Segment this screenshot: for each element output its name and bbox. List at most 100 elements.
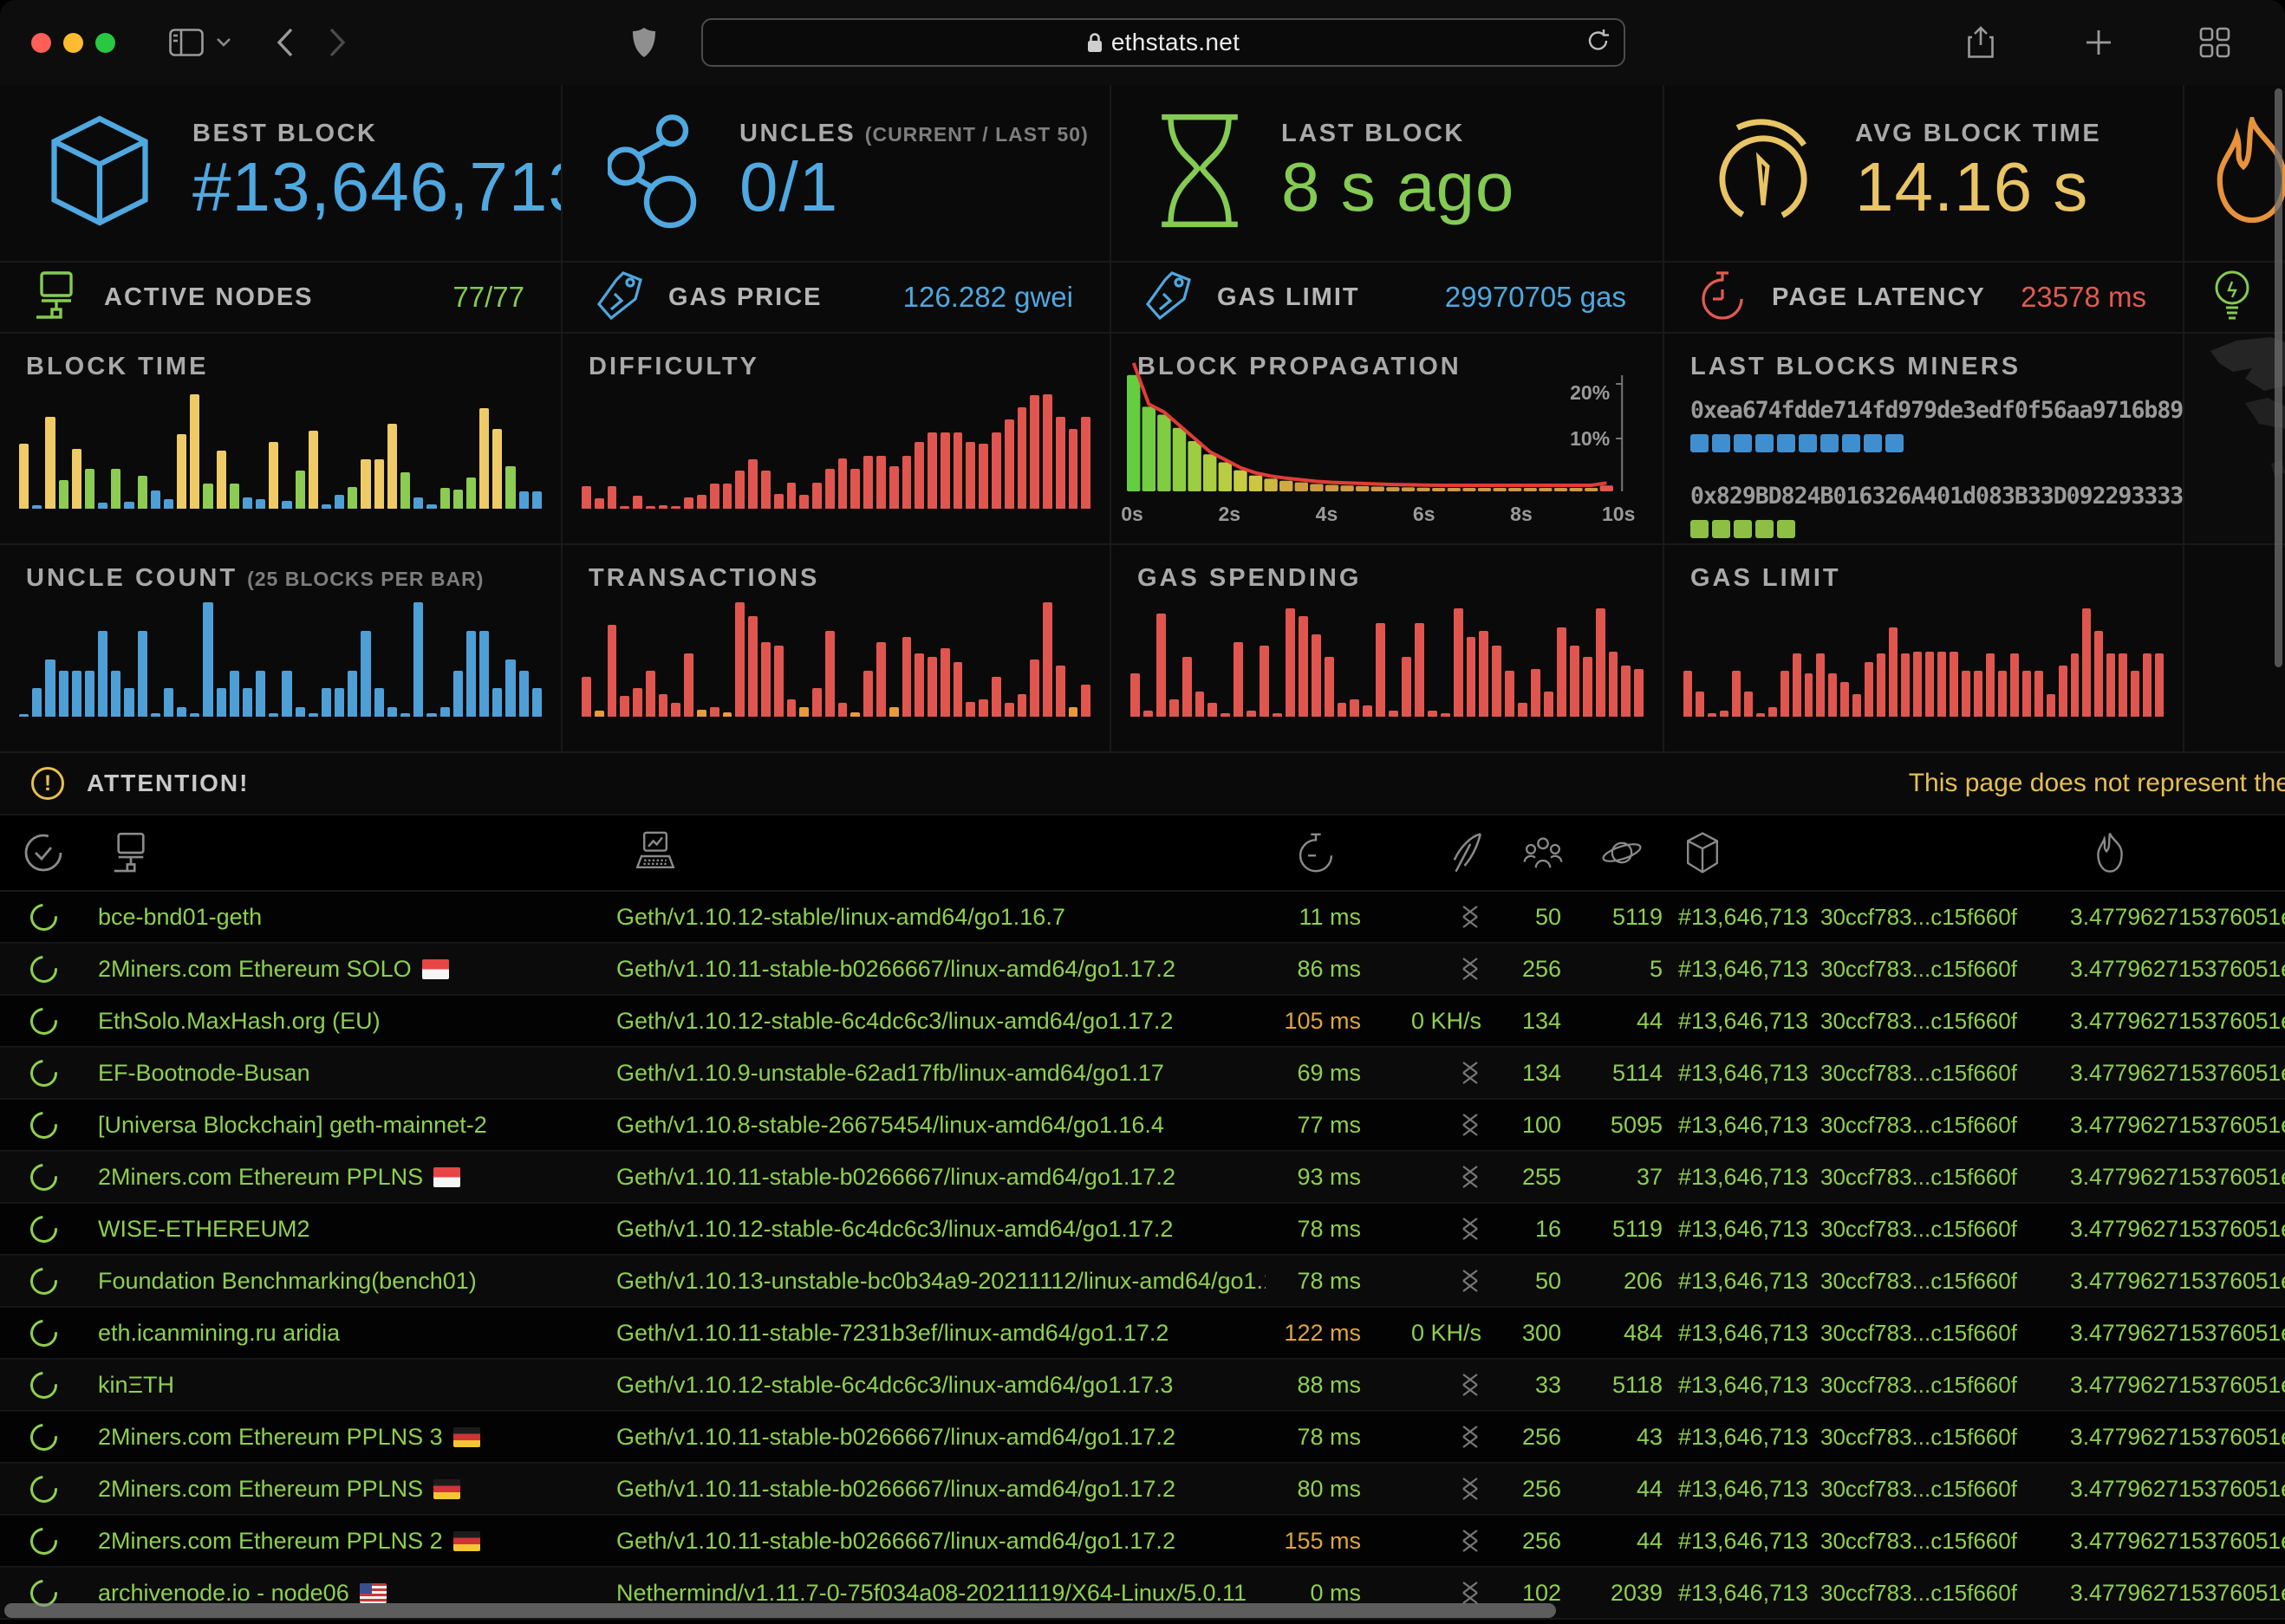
node-latency: 88 ms bbox=[1266, 1372, 1365, 1399]
hourglass-icon bbox=[1156, 113, 1243, 233]
bar bbox=[1069, 429, 1078, 509]
bar bbox=[825, 631, 835, 717]
bar bbox=[941, 648, 950, 717]
bar bbox=[151, 490, 160, 509]
svg-text:0s: 0s bbox=[1122, 503, 1143, 525]
node-name: 2Miners.com Ethereum PPLNS 2 bbox=[87, 1528, 607, 1555]
bar bbox=[646, 506, 655, 509]
bar bbox=[761, 471, 771, 509]
node-latency: 11 ms bbox=[1266, 904, 1365, 931]
node-mining: 0 KH/s bbox=[1365, 1008, 1495, 1035]
chevron-down-icon[interactable] bbox=[216, 37, 231, 48]
bar bbox=[426, 713, 436, 717]
bar bbox=[1998, 671, 2007, 717]
bar bbox=[774, 494, 784, 509]
table-row[interactable]: 2Miners.com Ethereum PPLNSGeth/v1.10.11-… bbox=[0, 1464, 2285, 1516]
bar bbox=[1081, 685, 1090, 717]
table-row[interactable]: bce-bnd01-gethGeth/v1.10.12-stable/linux… bbox=[0, 892, 2285, 944]
forward-button[interactable] bbox=[329, 28, 346, 57]
bar bbox=[1260, 646, 1269, 717]
bar bbox=[164, 688, 173, 717]
reload-icon[interactable] bbox=[1587, 29, 1610, 57]
node-mining bbox=[1365, 1216, 1495, 1242]
bar bbox=[1247, 711, 1256, 717]
sidebar-toggle-icon[interactable] bbox=[169, 29, 204, 56]
bar bbox=[876, 642, 886, 717]
uncles-label: UNCLES (CURRENT / LAST 50) bbox=[739, 120, 1089, 148]
table-row[interactable]: EthSolo.MaxHash.org (EU)Geth/v1.10.12-st… bbox=[0, 996, 2285, 1048]
uncles-icon bbox=[608, 113, 701, 233]
bar bbox=[1350, 699, 1359, 717]
bar bbox=[850, 712, 860, 717]
svg-text:6s: 6s bbox=[1413, 503, 1435, 525]
address-bar[interactable]: ethstats.net bbox=[701, 18, 1625, 67]
table-row[interactable]: EF-Bootnode-BusanGeth/v1.10.9-unstable-6… bbox=[0, 1048, 2285, 1100]
bar bbox=[413, 497, 423, 509]
share-icon[interactable] bbox=[1968, 26, 1994, 59]
table-row[interactable]: Foundation Benchmarking(bench01)Geth/v1.… bbox=[0, 1256, 2285, 1308]
horizontal-scrollbar[interactable] bbox=[4, 1603, 1556, 1618]
new-tab-icon[interactable] bbox=[2085, 29, 2112, 56]
table-row[interactable]: kinΞTHGeth/v1.10.12-stable-6c4dc6c3/linu… bbox=[0, 1360, 2285, 1412]
bar bbox=[309, 713, 318, 717]
node-info: Geth/v1.10.11-stable-b0266667/linux-amd6… bbox=[607, 1424, 1266, 1451]
node-latency: 0 ms bbox=[1266, 1580, 1365, 1607]
node-peers: 134 bbox=[1495, 1008, 1591, 1035]
node-name: 2Miners.com Ethereum PPLNS bbox=[87, 1476, 607, 1503]
node-block-hash: 30ccf783...c15f660f bbox=[1820, 1164, 2020, 1191]
node-name: EthSolo.MaxHash.org (EU) bbox=[87, 1008, 607, 1035]
bar bbox=[1531, 669, 1540, 717]
bar bbox=[111, 469, 120, 509]
avg-block-time-label: AVG BLOCK TIME bbox=[1855, 120, 2101, 148]
zoom-window-button[interactable] bbox=[95, 33, 115, 53]
gas-limit-card: GAS LIMIT 29970705 gas bbox=[1111, 263, 1664, 334]
node-total-difficulty: 3.477962715376051e+22 bbox=[2020, 956, 2285, 983]
miner-address[interactable]: 0xea674fdde714fd979de3edf0f56aa9716b898e… bbox=[1690, 397, 2184, 424]
table-row[interactable]: eth.icanmining.ru aridiaGeth/v1.10.11-st… bbox=[0, 1308, 2285, 1360]
table-row[interactable]: WISE-ETHEREUM2Geth/v1.10.12-stable-6c4dc… bbox=[0, 1204, 2285, 1256]
node-name: [Universa Blockchain] geth-mainnet-2 bbox=[87, 1112, 607, 1139]
node-pending: 2039 bbox=[1591, 1580, 1673, 1607]
privacy-shield-icon[interactable] bbox=[632, 27, 656, 58]
active-nodes-value: 77/77 bbox=[452, 281, 524, 314]
bar bbox=[519, 491, 529, 509]
bar bbox=[138, 476, 147, 509]
bar bbox=[1005, 419, 1014, 509]
table-row[interactable]: 2Miners.com Ethereum PPLNS 3Geth/v1.10.1… bbox=[0, 1412, 2285, 1464]
table-row[interactable]: 2Miners.com Ethereum PPLNSGeth/v1.10.11-… bbox=[0, 1152, 2285, 1204]
vertical-scrollbar[interactable] bbox=[2275, 88, 2282, 667]
bar bbox=[2106, 653, 2115, 717]
bar bbox=[1030, 659, 1039, 717]
node-latency: 105 ms bbox=[1266, 1008, 1365, 1035]
miner-address[interactable]: 0x829BD824B016326A401d083B33D092293333A8… bbox=[1690, 483, 2184, 510]
close-window-button[interactable] bbox=[31, 33, 51, 53]
bar bbox=[608, 625, 617, 717]
node-total-difficulty: 3.477962715376051e+22 bbox=[2020, 1476, 2285, 1503]
node-peers: 102 bbox=[1495, 1580, 1591, 1607]
flame-icon bbox=[2209, 117, 2285, 229]
bar bbox=[633, 688, 642, 717]
node-latency: 78 ms bbox=[1266, 1424, 1365, 1451]
table-row[interactable]: [Universa Blockchain] geth-mainnet-2Geth… bbox=[0, 1100, 2285, 1152]
bar bbox=[1081, 417, 1090, 509]
bar bbox=[1544, 692, 1553, 717]
back-button[interactable] bbox=[277, 28, 294, 57]
bar bbox=[2047, 694, 2055, 717]
node-peers: 33 bbox=[1495, 1372, 1591, 1399]
table-row[interactable]: 2Miners.com Ethereum SOLOGeth/v1.10.11-s… bbox=[0, 944, 2285, 996]
bar bbox=[426, 504, 436, 509]
bar bbox=[838, 703, 848, 717]
node-info: Geth/v1.10.11-stable-b0266667/linux-amd6… bbox=[607, 1528, 1266, 1555]
bar bbox=[269, 713, 278, 717]
us-flag-icon bbox=[360, 1583, 387, 1603]
tab-overview-icon[interactable] bbox=[2199, 27, 2230, 58]
minimize-window-button[interactable] bbox=[63, 33, 83, 53]
table-row[interactable]: 2Miners.com Ethereum PPLNS 2Geth/v1.10.1… bbox=[0, 1516, 2285, 1568]
block-time-panel: BLOCK TIME bbox=[0, 334, 563, 545]
node-last-block: #13,646,713 bbox=[1673, 1424, 1820, 1451]
bar bbox=[1005, 703, 1014, 717]
gas-spending-panel: GAS SPENDING bbox=[1111, 545, 1664, 753]
bar bbox=[1363, 705, 1372, 717]
bar bbox=[111, 671, 120, 717]
bar bbox=[659, 694, 668, 717]
